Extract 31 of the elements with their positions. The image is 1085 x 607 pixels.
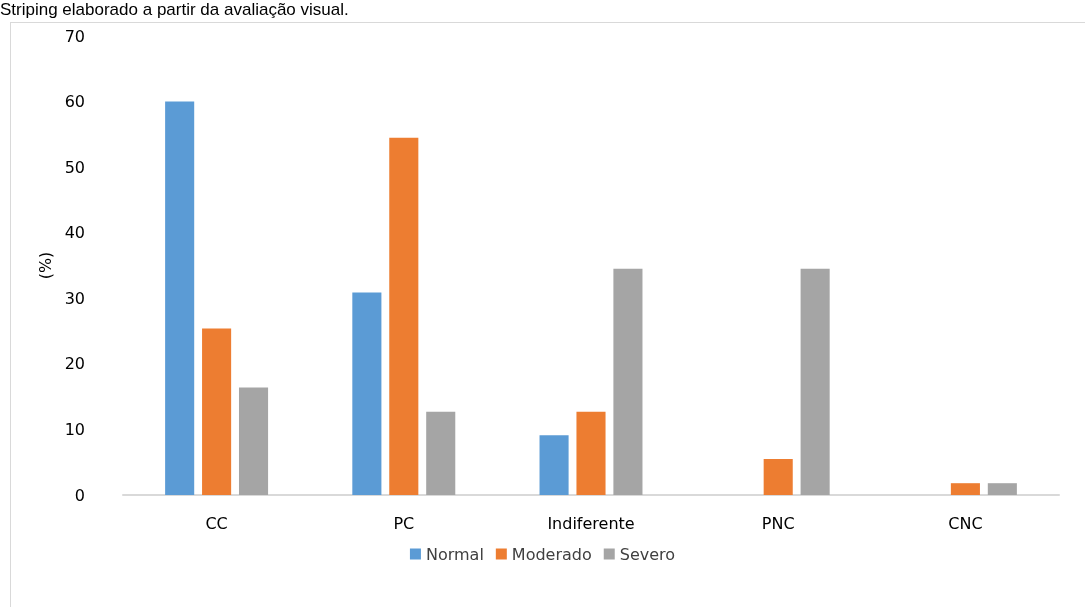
bar bbox=[763, 458, 793, 495]
bar bbox=[800, 268, 830, 495]
y-axis-title: (%) bbox=[35, 251, 55, 280]
legend-label: Severo bbox=[619, 544, 676, 564]
y-tick-label: 10 bbox=[64, 419, 85, 439]
bar bbox=[239, 387, 269, 495]
y-tick-label: 60 bbox=[64, 92, 85, 112]
bar bbox=[165, 101, 195, 495]
y-tick-label: 20 bbox=[64, 354, 85, 374]
x-tick-label: CC bbox=[205, 513, 228, 533]
y-tick-label: 50 bbox=[64, 157, 85, 177]
x-tick-label: CNC bbox=[948, 513, 983, 533]
chart-title: Striping elaborado a partir da avaliação visual. bbox=[0, 0, 349, 20]
x-tick-label: PNC bbox=[761, 513, 795, 533]
y-tick-label: 40 bbox=[64, 223, 85, 243]
bar bbox=[613, 268, 643, 495]
bar bbox=[426, 411, 456, 495]
bar bbox=[202, 328, 232, 495]
y-tick-label: 0 bbox=[74, 485, 85, 505]
bar bbox=[539, 435, 569, 495]
x-tick-label: PC bbox=[393, 513, 415, 533]
y-tick-label: 70 bbox=[64, 26, 85, 46]
x-tick-label: Indiferente bbox=[547, 513, 635, 533]
legend-label: Normal bbox=[425, 544, 484, 564]
bar bbox=[576, 411, 606, 495]
legend-label: Moderado bbox=[511, 544, 592, 564]
bar bbox=[352, 292, 382, 495]
bar bbox=[389, 137, 419, 495]
y-tick-label: 30 bbox=[64, 288, 85, 308]
bar bbox=[987, 483, 1017, 495]
bar bbox=[950, 483, 980, 495]
